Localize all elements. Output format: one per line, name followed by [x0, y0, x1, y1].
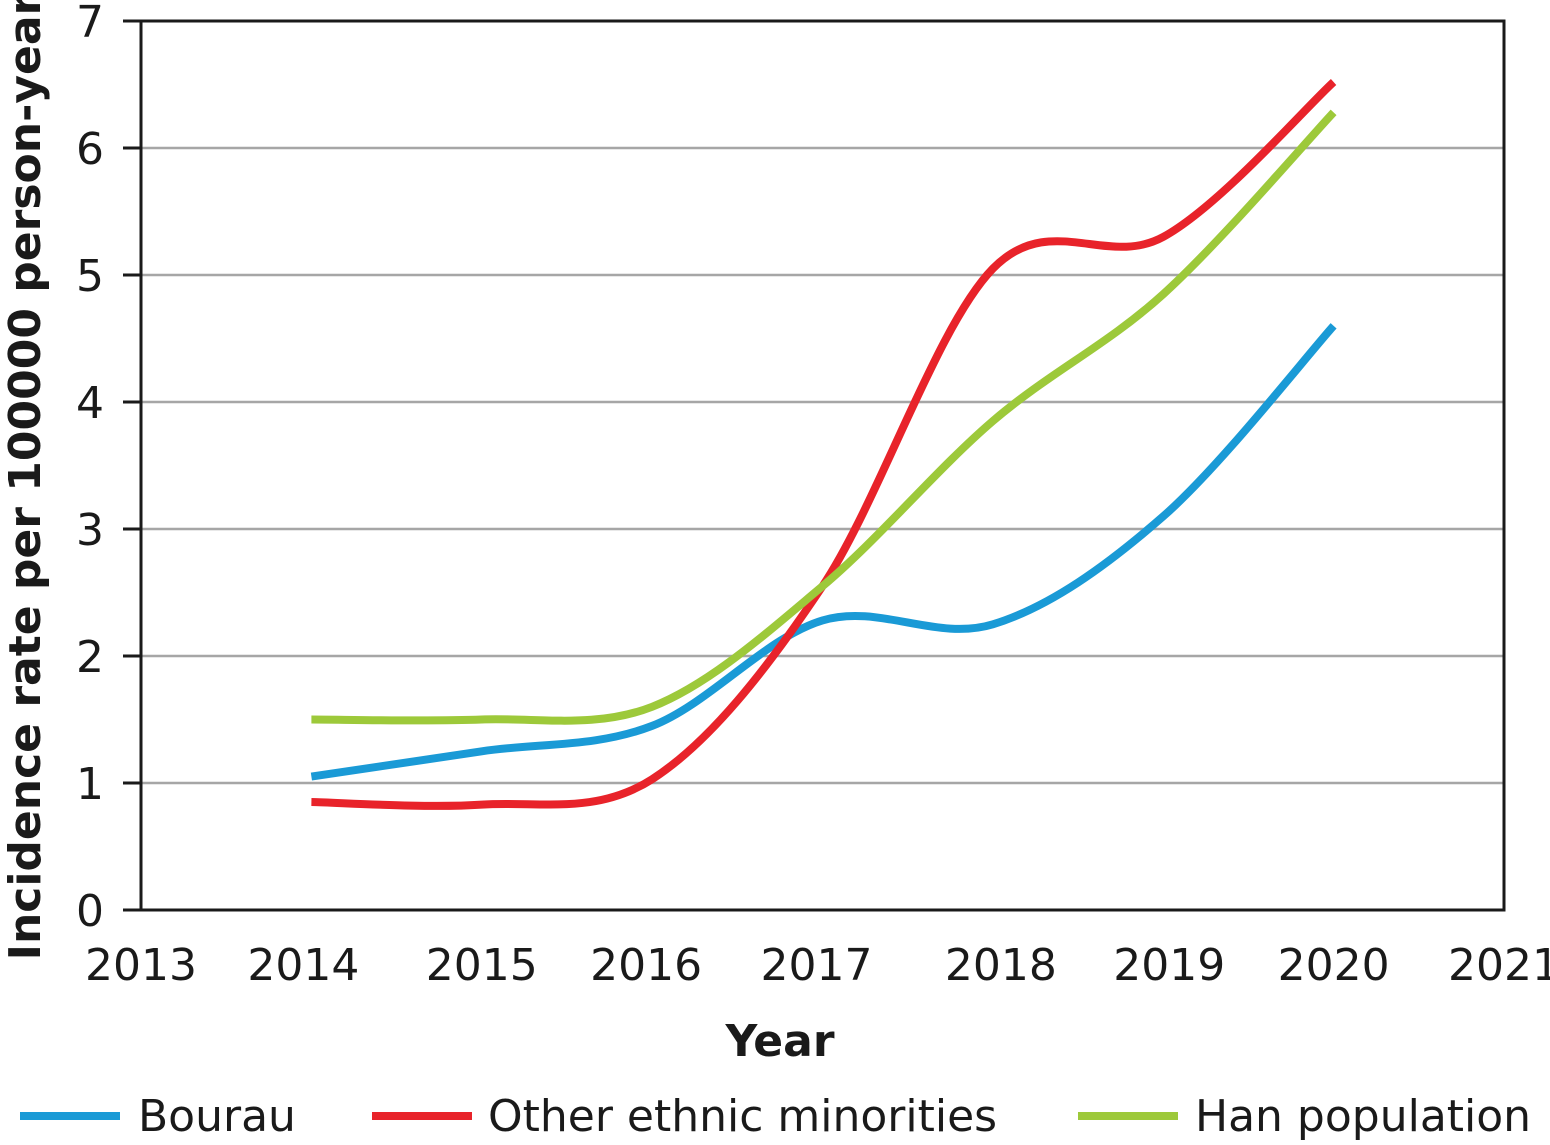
plot-frame: [139, 19, 1506, 912]
x-tick-label: 2018: [945, 940, 1057, 991]
x-tick-label: 2014: [247, 940, 359, 991]
y-tick-label: 2: [76, 632, 104, 683]
y-tick-label: 4: [76, 378, 104, 429]
series-lines: [310, 79, 1337, 810]
y-axis-title: Incidence rate per 100000 person-years: [0, 0, 51, 960]
x-tick-label: 2019: [1113, 940, 1225, 991]
x-axis-title: Year: [724, 1016, 834, 1067]
y-tick-label: 3: [76, 505, 104, 556]
x-tick-label: 2013: [85, 940, 197, 991]
x-axis-ticks: 2013 2014 2015 2016 2017 2018 2019 2020 2021: [85, 940, 1550, 991]
legend: Bourau Other ethnic minorities Han populat…: [20, 1091, 1531, 1142]
y-axis-ticks: 0 1 2 3 4 5 6 7: [76, 0, 141, 937]
x-tick-label: 2020: [1278, 940, 1390, 991]
y-tick-label: 1: [76, 759, 104, 810]
series-line-bourau: [310, 323, 1337, 781]
y-tick-label: 7: [76, 0, 104, 48]
legend-label: Han population: [1195, 1091, 1531, 1142]
legend-label: Other ethnic minorities: [488, 1091, 997, 1142]
gridlines: [141, 146, 1504, 785]
y-tick-label: 6: [76, 124, 104, 175]
legend-label: Bourau: [138, 1091, 296, 1142]
x-tick-label: 2016: [590, 940, 702, 991]
series-line-other-ethnic-minorities: [311, 79, 1337, 810]
x-tick-label: 2021: [1448, 940, 1550, 991]
x-tick-label: 2015: [426, 940, 538, 991]
x-tick-label: 2017: [761, 940, 873, 991]
series-line-han-population: [311, 109, 1337, 725]
y-tick-label: 5: [76, 251, 104, 302]
y-tick-label: 0: [76, 886, 104, 937]
